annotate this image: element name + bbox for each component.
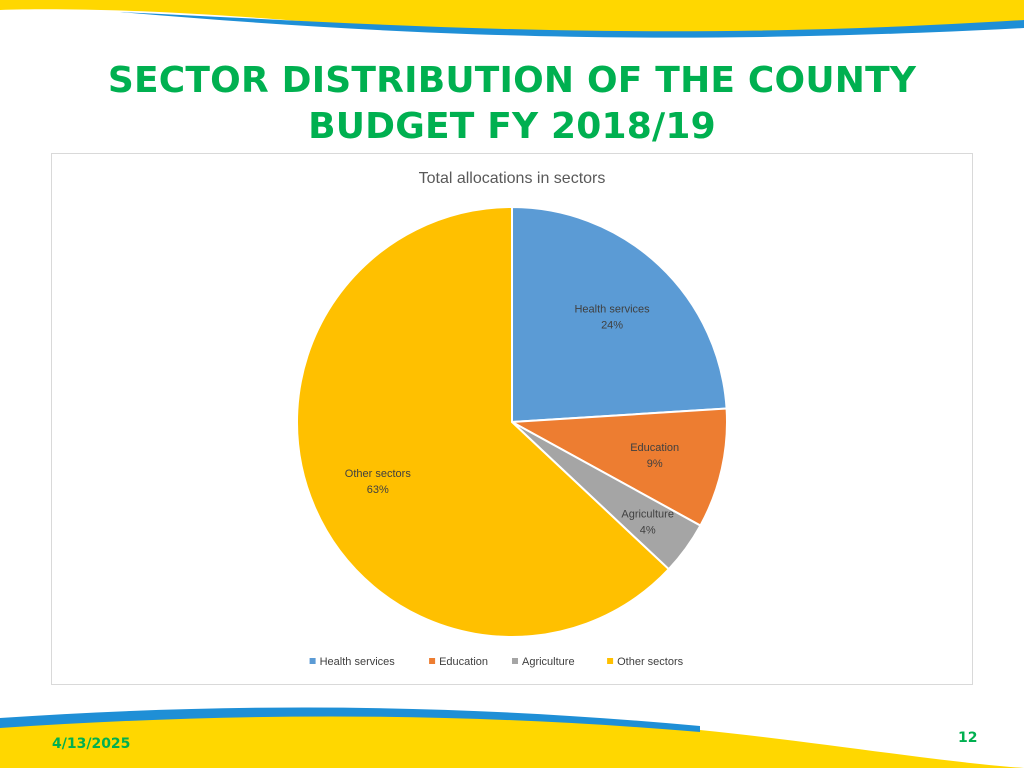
slide-title-line-1: SECTOR DISTRIBUTION OF THE COUNTY bbox=[107, 60, 917, 101]
legend-item-agriculture: Agriculture bbox=[512, 656, 575, 668]
legend-swatch-other-sectors bbox=[607, 658, 614, 664]
data-label-value-agriculture: 4% bbox=[640, 525, 656, 537]
slide-number: 12 bbox=[958, 730, 978, 746]
top-decorative-band bbox=[0, 0, 1024, 38]
pie-slice-health-services bbox=[511, 205, 728, 424]
data-label-category-other-sectors: Other sectors bbox=[345, 468, 412, 480]
legend-item-health-services: Health services bbox=[309, 656, 396, 668]
legend-swatch-agriculture bbox=[512, 658, 518, 664]
slide-title: SECTOR DISTRIBUTION OF THE COUNTY BUDGET… bbox=[0, 58, 1024, 150]
chart-title: Total allocations in sectors bbox=[419, 170, 606, 187]
legend-label-health-services: Health services bbox=[320, 656, 396, 668]
data-label-category-health-services: Health services bbox=[574, 303, 650, 315]
data-label-category-agriculture: Agriculture bbox=[621, 509, 674, 521]
data-label-category-education: Education bbox=[630, 442, 679, 454]
slide-title-line-2: BUDGET FY 2018/19 bbox=[308, 106, 716, 147]
legend-swatch-education bbox=[429, 658, 436, 664]
legend-label-agriculture: Agriculture bbox=[522, 656, 575, 668]
legend-item-other-sectors: Other sectors bbox=[607, 656, 684, 668]
bottom-decorative-band bbox=[0, 707, 1024, 768]
footer-date: 4/13/2025 bbox=[52, 736, 131, 752]
legend-label-other-sectors: Other sectors bbox=[617, 656, 684, 668]
legend-item-education: Education bbox=[429, 656, 488, 668]
pie-slice-education bbox=[508, 407, 728, 527]
data-label-value-health-services: 24% bbox=[601, 319, 623, 331]
pie-slice-other-sectors bbox=[296, 205, 671, 638]
data-label-value-other-sectors: 63% bbox=[367, 484, 389, 496]
legend-swatch-health-services bbox=[309, 658, 316, 664]
data-label-value-education: 9% bbox=[647, 458, 663, 470]
legend-label-education: Education bbox=[439, 656, 488, 668]
